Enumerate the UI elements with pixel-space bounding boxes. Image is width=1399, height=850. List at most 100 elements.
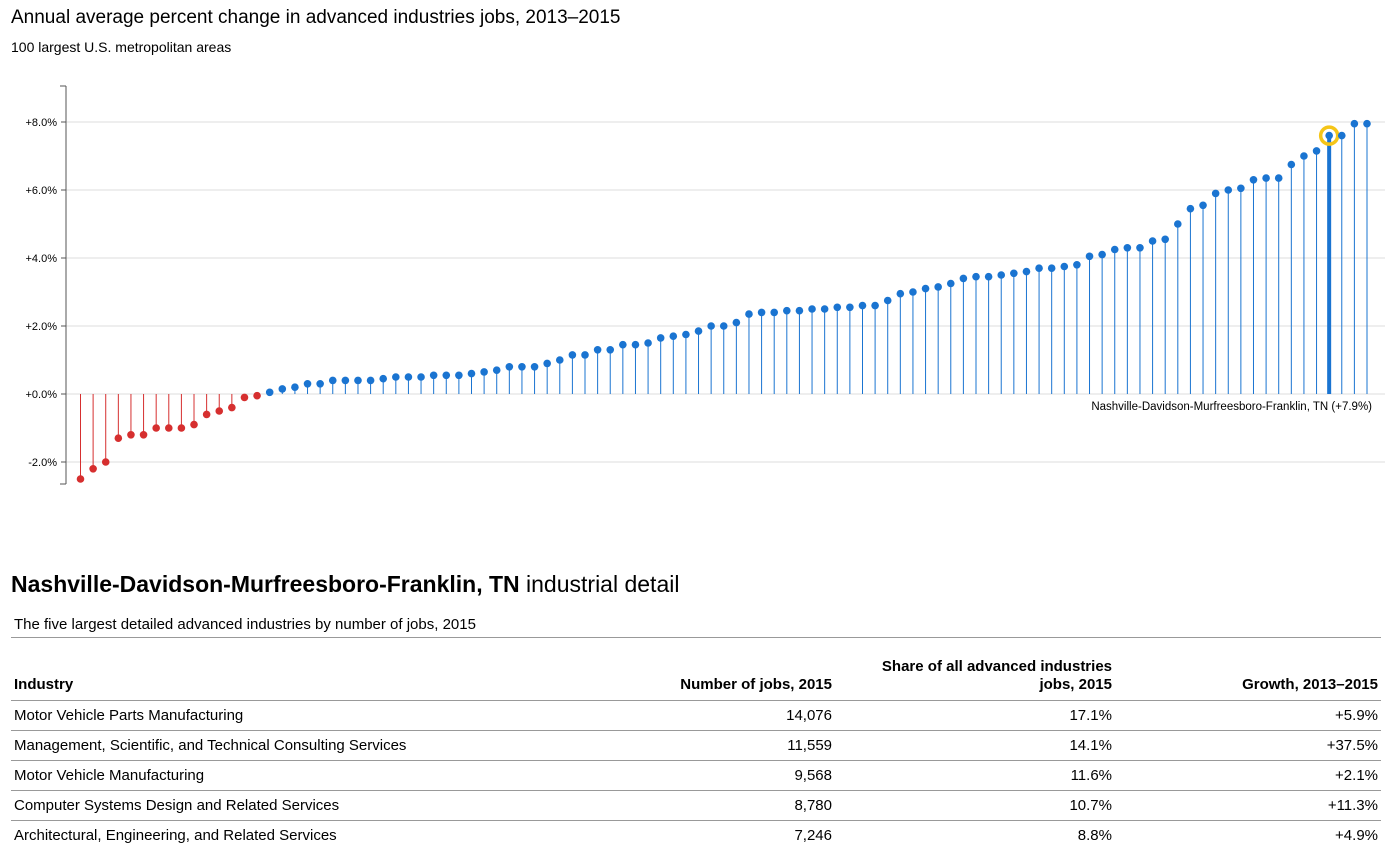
point[interactable] [152,424,160,432]
point[interactable] [328,376,337,385]
point[interactable] [921,284,930,293]
point[interactable] [177,424,186,432]
point[interactable] [543,359,551,368]
point[interactable] [656,334,665,342]
point[interactable] [1300,152,1308,160]
point[interactable] [303,380,312,388]
point[interactable] [909,288,917,296]
point[interactable] [694,327,703,335]
point[interactable] [820,305,829,313]
point[interactable] [1312,147,1321,155]
point[interactable] [1262,174,1270,182]
point[interactable] [354,376,362,385]
point[interactable] [1085,252,1094,261]
point[interactable] [644,339,652,347]
point[interactable] [1110,245,1119,254]
point[interactable] [190,420,198,429]
point[interactable] [883,296,892,305]
point[interactable] [959,274,968,283]
point[interactable] [291,383,299,392]
point[interactable] [316,380,324,388]
point[interactable] [442,371,451,380]
point[interactable] [1211,189,1220,198]
point[interactable] [593,346,602,354]
point[interactable] [1136,244,1144,252]
point[interactable] [1363,119,1371,128]
point[interactable] [127,431,135,439]
point[interactable] [1249,176,1258,184]
point[interactable] [101,458,110,466]
point[interactable] [1350,119,1359,128]
point[interactable] [555,356,564,364]
point[interactable] [1237,184,1245,193]
point[interactable] [1148,237,1157,245]
point[interactable] [568,351,577,359]
point[interactable] [89,465,97,473]
point[interactable] [1098,250,1106,259]
point[interactable] [1161,235,1169,244]
point[interactable] [429,371,438,380]
point[interactable] [480,368,488,376]
point[interactable] [139,431,148,439]
point[interactable] [707,322,715,330]
point[interactable] [896,289,905,298]
point[interactable] [984,272,993,281]
point[interactable] [114,434,123,443]
point[interactable] [997,271,1006,279]
point[interactable] [240,393,249,402]
point[interactable] [392,373,400,381]
point[interactable] [669,332,678,341]
point[interactable] [745,310,753,318]
point[interactable] [1287,160,1296,169]
point[interactable] [719,322,728,330]
point[interactable] [417,373,425,381]
point[interactable] [783,306,791,315]
point[interactable] [619,340,627,349]
point[interactable] [972,272,980,281]
point[interactable] [846,303,854,312]
point[interactable] [631,340,640,349]
point[interactable] [1174,220,1182,228]
point[interactable] [164,424,173,432]
point[interactable] [1224,186,1233,194]
point[interactable] [858,301,867,310]
point[interactable] [770,308,779,317]
point[interactable] [871,301,879,310]
point[interactable] [228,403,236,412]
point[interactable] [808,305,816,313]
point[interactable] [1047,264,1056,272]
point[interactable] [1073,261,1081,269]
point[interactable] [253,391,261,400]
point[interactable] [505,363,514,371]
point[interactable] [215,407,224,415]
point[interactable] [467,369,476,378]
point[interactable] [76,475,85,483]
point[interactable] [581,351,589,359]
point[interactable] [1123,244,1132,252]
point[interactable] [833,303,842,312]
point[interactable] [946,279,955,288]
point[interactable] [1337,131,1346,140]
point[interactable] [1010,269,1018,278]
point[interactable] [1186,204,1195,213]
point[interactable] [682,330,690,339]
point[interactable] [518,363,526,371]
point[interactable] [1035,264,1043,272]
point[interactable] [404,373,413,381]
point[interactable] [202,410,211,419]
point[interactable] [757,308,766,317]
point[interactable] [1274,174,1283,182]
point[interactable] [934,283,942,291]
point[interactable] [1022,267,1031,276]
point[interactable] [732,318,741,327]
point[interactable] [379,374,388,383]
point[interactable] [1060,262,1069,271]
point[interactable] [278,385,287,393]
point[interactable] [530,363,539,371]
point[interactable] [455,371,463,380]
highlight-point[interactable] [1325,131,1333,140]
point[interactable] [1199,201,1207,210]
point[interactable] [265,388,274,397]
point[interactable] [606,346,615,354]
point[interactable] [795,306,804,315]
